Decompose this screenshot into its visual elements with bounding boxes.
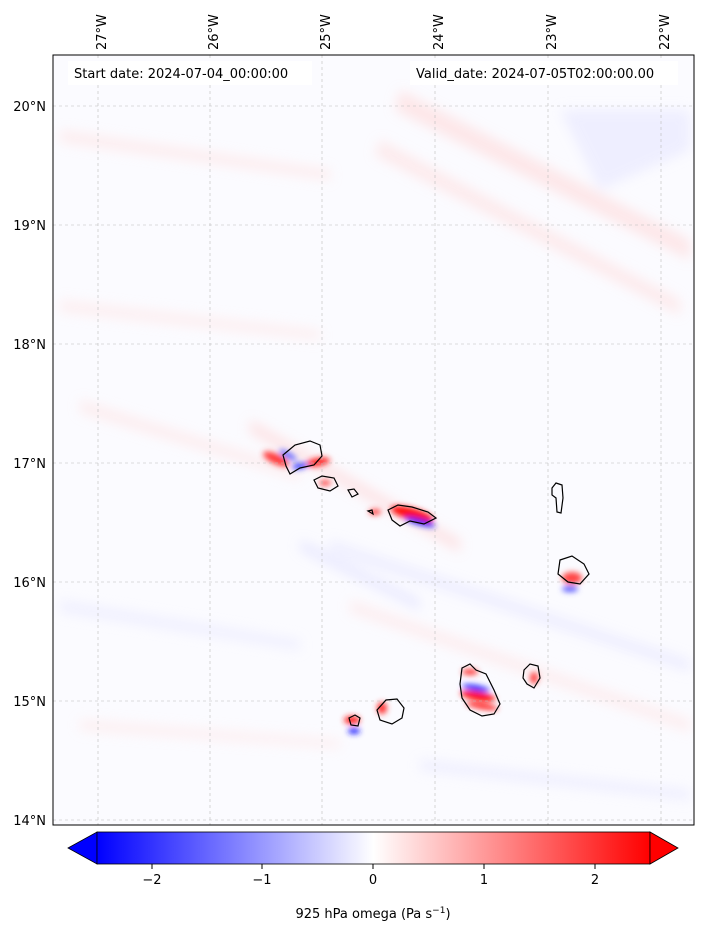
lon-tick-label: 27°W — [95, 14, 110, 50]
island-santa-luzia — [347, 488, 359, 498]
island-fogo — [376, 698, 405, 725]
colorbar-tick-label: 0 — [369, 873, 377, 888]
colorbar-tick-label: 2 — [591, 873, 599, 888]
island-maio — [522, 663, 541, 689]
colorbar-title: 925 hPa omega (Pa s−1) — [295, 906, 450, 922]
start-date-box — [68, 61, 312, 85]
lon-tick-label: 26°W — [207, 14, 222, 50]
lat-tick-label: 17°N — [13, 457, 46, 472]
island-santiago — [459, 663, 501, 717]
island-sao-nicolau — [387, 504, 438, 527]
valid-date-label: Valid_date: 2024-07-05T02:00:00.00 — [416, 67, 654, 82]
colorbar-gradient — [96, 831, 651, 865]
island-sao-nicolau-west — [366, 509, 374, 516]
colorbar-low-extension — [67, 831, 98, 865]
island-santo-antao — [282, 440, 323, 475]
colorbar-title-exponent: −1 — [432, 906, 445, 916]
colorbar-high-extension — [649, 831, 679, 865]
gridlines — [53, 55, 694, 825]
omega-field — [53, 55, 694, 825]
map-frame — [52, 54, 695, 826]
island-sao-vicente — [313, 475, 339, 492]
island-boa-vista — [557, 555, 590, 585]
lon-tick-label: 22°W — [658, 14, 673, 50]
island-sal — [551, 482, 564, 514]
lat-tick-label: 19°N — [13, 219, 46, 234]
lat-tick-label: 20°N — [13, 100, 46, 115]
lon-tick-label: 25°W — [319, 14, 334, 50]
latitude-ticks: 20°N 19°N 18°N 17°N 16°N 15°N 14°N — [13, 100, 46, 829]
colorbar-title-suffix: ) — [445, 907, 450, 922]
island-coastlines — [282, 440, 590, 727]
colorbar: −2 −1 0 1 2 925 hPa omega (Pa s−1) — [67, 831, 679, 922]
colorbar-title-main: 925 hPa omega (Pa s — [295, 907, 432, 922]
lat-tick-label: 18°N — [13, 338, 46, 353]
colorbar-tick-label: −2 — [142, 873, 161, 888]
colorbar-tick-label: 1 — [480, 873, 488, 888]
longitude-ticks: 27°W 26°W 25°W 24°W 23°W 22°W — [95, 14, 673, 50]
lon-tick-label: 24°W — [432, 14, 447, 50]
lat-tick-label: 16°N — [13, 576, 46, 591]
lon-tick-label: 23°W — [545, 14, 560, 50]
island-brava — [348, 714, 361, 727]
lat-tick-label: 15°N — [13, 695, 46, 710]
lat-tick-label: 14°N — [13, 814, 46, 829]
start-date-label: Start date: 2024-07-04_00:00:00 — [74, 67, 288, 82]
colorbar-tick-label: −1 — [252, 873, 271, 888]
valid-date-box — [410, 61, 678, 85]
map-background — [53, 55, 694, 825]
